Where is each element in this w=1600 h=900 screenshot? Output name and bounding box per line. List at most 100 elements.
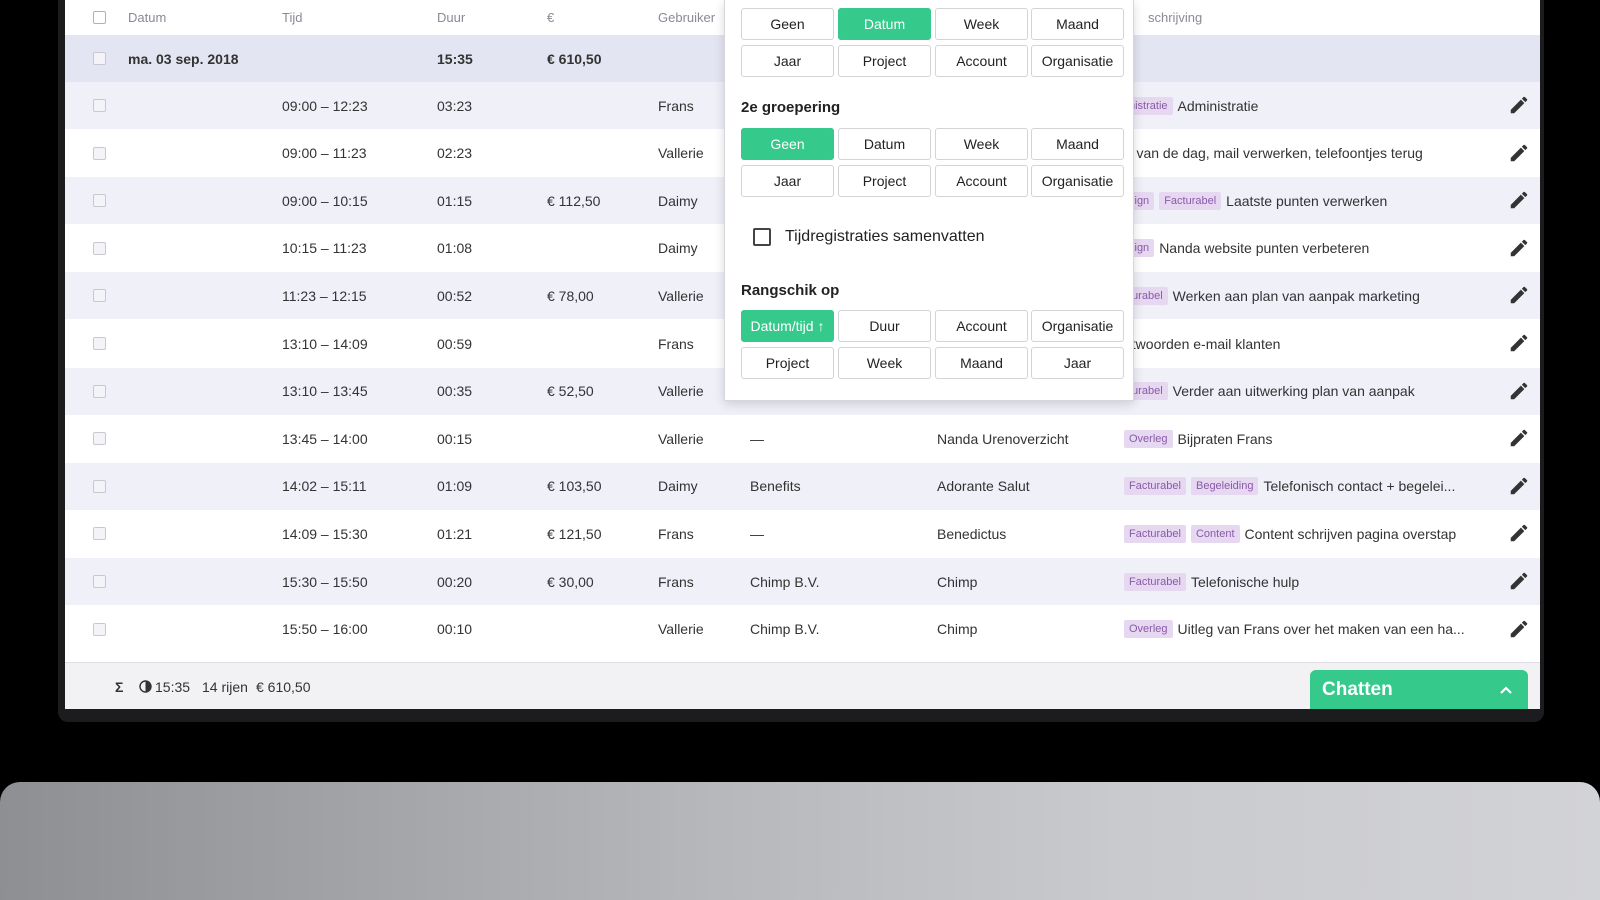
sort-week-button[interactable]: Week [838,347,931,379]
row-checkbox-cell[interactable] [93,82,106,129]
col-duur[interactable]: Duur [437,10,466,25]
table-row[interactable]: 09:00 – 11:23 02:23 Vallerie rt van de dag,… [65,130,1540,177]
row-duration: 01:08 [437,240,473,257]
group1-maand-button[interactable]: Maand [1031,8,1124,40]
group2-project-button[interactable]: Project [838,165,931,197]
row-description-text: Telefonische hulp [1190,573,1300,590]
row-checkbox[interactable] [93,575,106,588]
sort-datum-tijd-button[interactable]: Datum/tijd ↑ [741,310,834,342]
col-omschrijving[interactable]: schrijving [1148,10,1203,25]
summarize-label: Tijdregistraties samenvatten [785,228,985,245]
row-checkbox[interactable] [93,99,106,112]
row-checkbox[interactable] [93,384,106,398]
row-checkbox[interactable] [93,337,106,350]
chat-button[interactable]: Chatten [1310,670,1528,709]
table-row[interactable]: 13:10 – 14:09 00:59 Frans ntwoorden e-mail … [65,320,1540,367]
row-checkbox-cell[interactable] [93,130,106,177]
group1-project-button[interactable]: Project [838,45,931,77]
group2-datum-button[interactable]: Datum [838,128,931,160]
group2-account-button[interactable]: Account [935,165,1028,197]
row-checkbox-cell[interactable] [93,510,106,557]
row-duration: 00:59 [437,335,473,352]
sort-account-button[interactable]: Account [935,310,1028,342]
col-tijd[interactable]: Tijd [282,10,303,25]
row-description: nistratie Administratie [1124,82,1258,129]
row-checkbox[interactable] [93,622,106,636]
row-description: sign Facturabel Laatste punten verwerken [1124,177,1387,224]
group1-jaar-button[interactable]: Jaar [741,45,834,77]
col-datum[interactable]: Datum [128,10,167,25]
group2-week-button[interactable]: Week [935,128,1028,160]
table-row[interactable]: 15:30 – 15:50 00:20 € 30,00 Frans Chimp B.V.… [65,558,1540,605]
select-all-checkbox[interactable] [93,11,106,24]
edit-pencil-icon[interactable] [1508,522,1530,544]
table-row[interactable]: 13:45 – 14:00 00:15 Vallerie — Nanda Urenove… [65,415,1540,462]
select-all-cell[interactable] [93,0,106,35]
row-checkbox-cell[interactable] [93,272,106,319]
sort-duur-button[interactable]: Duur [838,310,931,342]
sort-project-button[interactable]: Project [741,347,834,379]
sort-title: Rangschik op [741,282,840,299]
screen: Datum Tijd Duur € Gebruiker schrijving m… [65,0,1540,709]
row-checkbox[interactable] [93,241,106,255]
row-time: 15:50 – 16:00 [282,621,368,638]
row-time: 13:10 – 13:45 [282,383,368,400]
table-row[interactable]: 14:09 – 15:30 01:21 € 121,50 Frans — Benedict… [65,510,1540,557]
edit-pencil-icon[interactable] [1508,618,1530,640]
row-duration: 00:52 [437,287,473,304]
table-row[interactable]: 10:15 – 11:23 01:08 Daimy sign Nanda website… [65,225,1540,272]
row-checkbox-cell[interactable] [93,463,106,510]
edit-pencil-icon[interactable] [1508,475,1530,497]
col-amount[interactable]: € [547,10,555,25]
row-checkbox[interactable] [93,289,106,303]
row-checkbox-cell[interactable] [93,606,106,653]
edit-pencil-icon[interactable] [1508,570,1530,592]
clock-icon [139,663,152,709]
edit-pencil-icon[interactable] [1508,189,1530,211]
row-checkbox-cell[interactable] [93,368,106,415]
row-checkbox[interactable] [93,146,106,160]
summarize-option[interactable]: Tijdregistraties samenvatten [753,228,985,246]
summarize-checkbox[interactable] [753,228,771,246]
footer-duration: 15:35 [155,678,191,695]
table-row[interactable]: 14:02 – 15:11 01:09 € 103,50 Daimy Benefits A… [65,462,1540,510]
group2-maand-button[interactable]: Maand [1031,128,1124,160]
row-checkbox[interactable] [93,527,106,541]
group2-jaar-button[interactable]: Jaar [741,165,834,197]
row-user: Daimy [658,240,698,257]
group2-geen-button[interactable]: Geen [741,128,834,160]
edit-pencil-icon[interactable] [1508,94,1530,116]
row-checkbox-cell[interactable] [93,177,106,224]
sort-maand-button[interactable]: Maand [935,347,1028,379]
edit-pencil-icon[interactable] [1508,427,1530,449]
edit-pencil-icon[interactable] [1508,284,1530,306]
row-description-text: Laatste punten verwerken [1226,192,1388,209]
group2-organisatie-button[interactable]: Organisatie [1031,165,1124,197]
row-checkbox[interactable] [93,432,106,446]
row-checkbox-cell[interactable] [93,320,106,367]
row-time: 10:15 – 11:23 [282,240,367,257]
row-checkbox-cell[interactable] [93,558,106,605]
group1-geen-button[interactable]: Geen [741,8,834,40]
edit-pencil-icon[interactable] [1508,380,1530,402]
edit-pencil-icon[interactable] [1508,332,1530,354]
chevron-up-icon [1500,686,1512,694]
row-checkbox-cell[interactable] [93,415,106,462]
sort-jaar-button[interactable]: Jaar [1031,347,1124,379]
group1-organisatie-button[interactable]: Organisatie [1031,45,1124,77]
row-checkbox[interactable] [93,479,106,493]
sort-organisatie-button[interactable]: Organisatie [1031,310,1124,342]
group-checkbox[interactable] [93,52,106,65]
edit-pencil-icon[interactable] [1508,142,1530,164]
group1-datum-button[interactable]: Datum [838,8,931,40]
group1-week-button[interactable]: Week [935,8,1028,40]
row-description: Facturabel Begeleiding Telefonisch contact… [1124,463,1455,510]
row-amount: € 121,50 [547,525,602,542]
row-checkbox[interactable] [93,194,106,208]
table-row[interactable]: 15:50 – 16:00 00:10 Vallerie Chimp B.V. Chim… [65,606,1540,653]
col-gebruiker[interactable]: Gebruiker [658,10,716,25]
group1-account-button[interactable]: Account [935,45,1028,77]
edit-pencil-icon[interactable] [1508,237,1530,259]
group-date: ma. 03 sep. 2018 [128,50,239,67]
row-checkbox-cell[interactable] [93,225,106,272]
